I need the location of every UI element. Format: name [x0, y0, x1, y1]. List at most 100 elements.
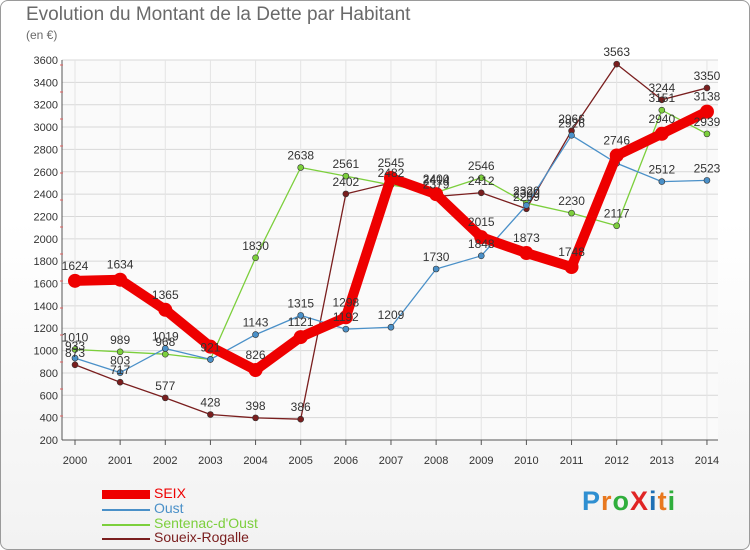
data-point-1 [658, 178, 666, 185]
data-label: 2638 [287, 149, 314, 163]
data-label: 2300 [513, 186, 540, 200]
x-tick-label: 2007 [379, 455, 403, 467]
data-point-3 [297, 415, 305, 423]
data-point-3 [342, 190, 350, 198]
data-label: 2545 [378, 156, 405, 170]
data-point-1 [161, 345, 169, 352]
data-label: 989 [110, 333, 130, 347]
data-point-1 [703, 177, 711, 184]
data-label: 826 [246, 348, 266, 362]
data-point-0 [429, 187, 444, 202]
legend-swatch-seix [102, 490, 150, 499]
proxiti-logo: ProXiti [582, 486, 676, 517]
data-point-2 [71, 346, 79, 353]
data-point-0 [68, 273, 82, 288]
data-label: 3151 [648, 91, 675, 105]
y-tick-label: 3000 [34, 122, 58, 134]
data-label: 933 [65, 339, 85, 353]
y-tick-label: 3200 [34, 100, 58, 112]
data-label: 386 [291, 400, 311, 414]
data-label: 873 [65, 346, 85, 360]
data-label: 1298 [332, 295, 359, 309]
data-point-2 [161, 350, 169, 358]
legend-label-seix: SEIX [154, 485, 186, 501]
data-point-0 [654, 126, 669, 141]
data-point-2 [116, 348, 124, 356]
data-label: 2966 [558, 112, 585, 126]
data-point-3 [71, 361, 79, 369]
data-point-2 [658, 106, 666, 114]
data-label: 2320 [513, 184, 540, 198]
data-label: 1192 [333, 310, 359, 324]
data-label: 2512 [648, 163, 675, 177]
x-tick-label: 2003 [198, 455, 222, 467]
x-tick-label: 2006 [334, 455, 358, 467]
data-label: 1848 [468, 237, 495, 251]
data-point-2 [568, 209, 575, 217]
logo-letter: i [667, 486, 677, 516]
data-label: 1143 [243, 316, 269, 330]
data-label: 2561 [332, 157, 359, 171]
data-label: 398 [246, 399, 266, 413]
data-label: 968 [155, 335, 175, 349]
data-label: 2402 [332, 175, 359, 189]
x-tick-label: 2009 [469, 455, 493, 467]
data-point-0 [519, 246, 534, 261]
data-label: 2546 [468, 159, 495, 173]
y-tick-label: 2800 [34, 144, 58, 156]
data-point-2 [342, 172, 350, 180]
data-label: 1365 [152, 288, 179, 302]
data-point-3 [703, 84, 711, 92]
data-point-0 [609, 148, 624, 163]
data-label: 3563 [603, 45, 630, 59]
data-point-1 [477, 252, 485, 260]
legend-swatch-oust [102, 509, 150, 511]
legend-swatch-sentenac [102, 524, 150, 526]
x-tick-label: 2005 [288, 455, 312, 467]
x-tick-label: 2008 [424, 455, 448, 467]
logo-letter: t [657, 486, 668, 516]
logo-letter: P [582, 486, 602, 516]
data-point-0 [158, 302, 173, 317]
data-point-0 [293, 330, 308, 345]
data-label: 2230 [558, 194, 585, 208]
data-point-3 [613, 60, 620, 68]
data-label: 2400 [423, 172, 450, 186]
legend-label-oust: Oust [154, 500, 184, 516]
data-label: 577 [155, 379, 175, 393]
x-tick-label: 2002 [153, 455, 177, 467]
data-point-1 [568, 132, 575, 139]
logo-letter: r [601, 486, 613, 516]
data-label: 1315 [287, 296, 314, 310]
data-point-0 [338, 310, 353, 325]
data-point-0 [699, 104, 714, 119]
x-tick-label: 2000 [63, 455, 87, 467]
data-point-1 [252, 331, 259, 338]
data-point-0 [203, 339, 218, 354]
data-label: 2269 [513, 190, 540, 204]
data-label: 1209 [378, 308, 405, 322]
data-label: 2523 [694, 161, 721, 175]
data-label: 1873 [513, 231, 540, 245]
data-label: 3138 [694, 90, 721, 104]
data-label: 2746 [603, 133, 630, 147]
data-point-3 [116, 378, 124, 386]
chart-title: Evolution du Montant de la Dette par Hab… [26, 4, 411, 25]
data-label: 717 [110, 363, 130, 377]
data-point-1 [297, 312, 305, 319]
data-label: 2414 [423, 174, 450, 188]
data-point-1 [432, 265, 440, 273]
legend-label-soueix: Soueix-Rogalle [154, 529, 249, 545]
data-label: 2926 [558, 116, 585, 130]
y-tick-label: 800 [40, 368, 58, 380]
data-label: 2482 [378, 166, 405, 180]
y-tick-label: 1400 [34, 301, 58, 313]
data-label: 3350 [694, 69, 721, 83]
data-label: 2015 [468, 215, 495, 229]
data-label: 1019 [152, 329, 179, 343]
data-point-1 [207, 356, 214, 363]
chart-unit: (en €) [26, 28, 58, 42]
data-point-3 [252, 414, 259, 422]
plot-area [62, 60, 718, 440]
